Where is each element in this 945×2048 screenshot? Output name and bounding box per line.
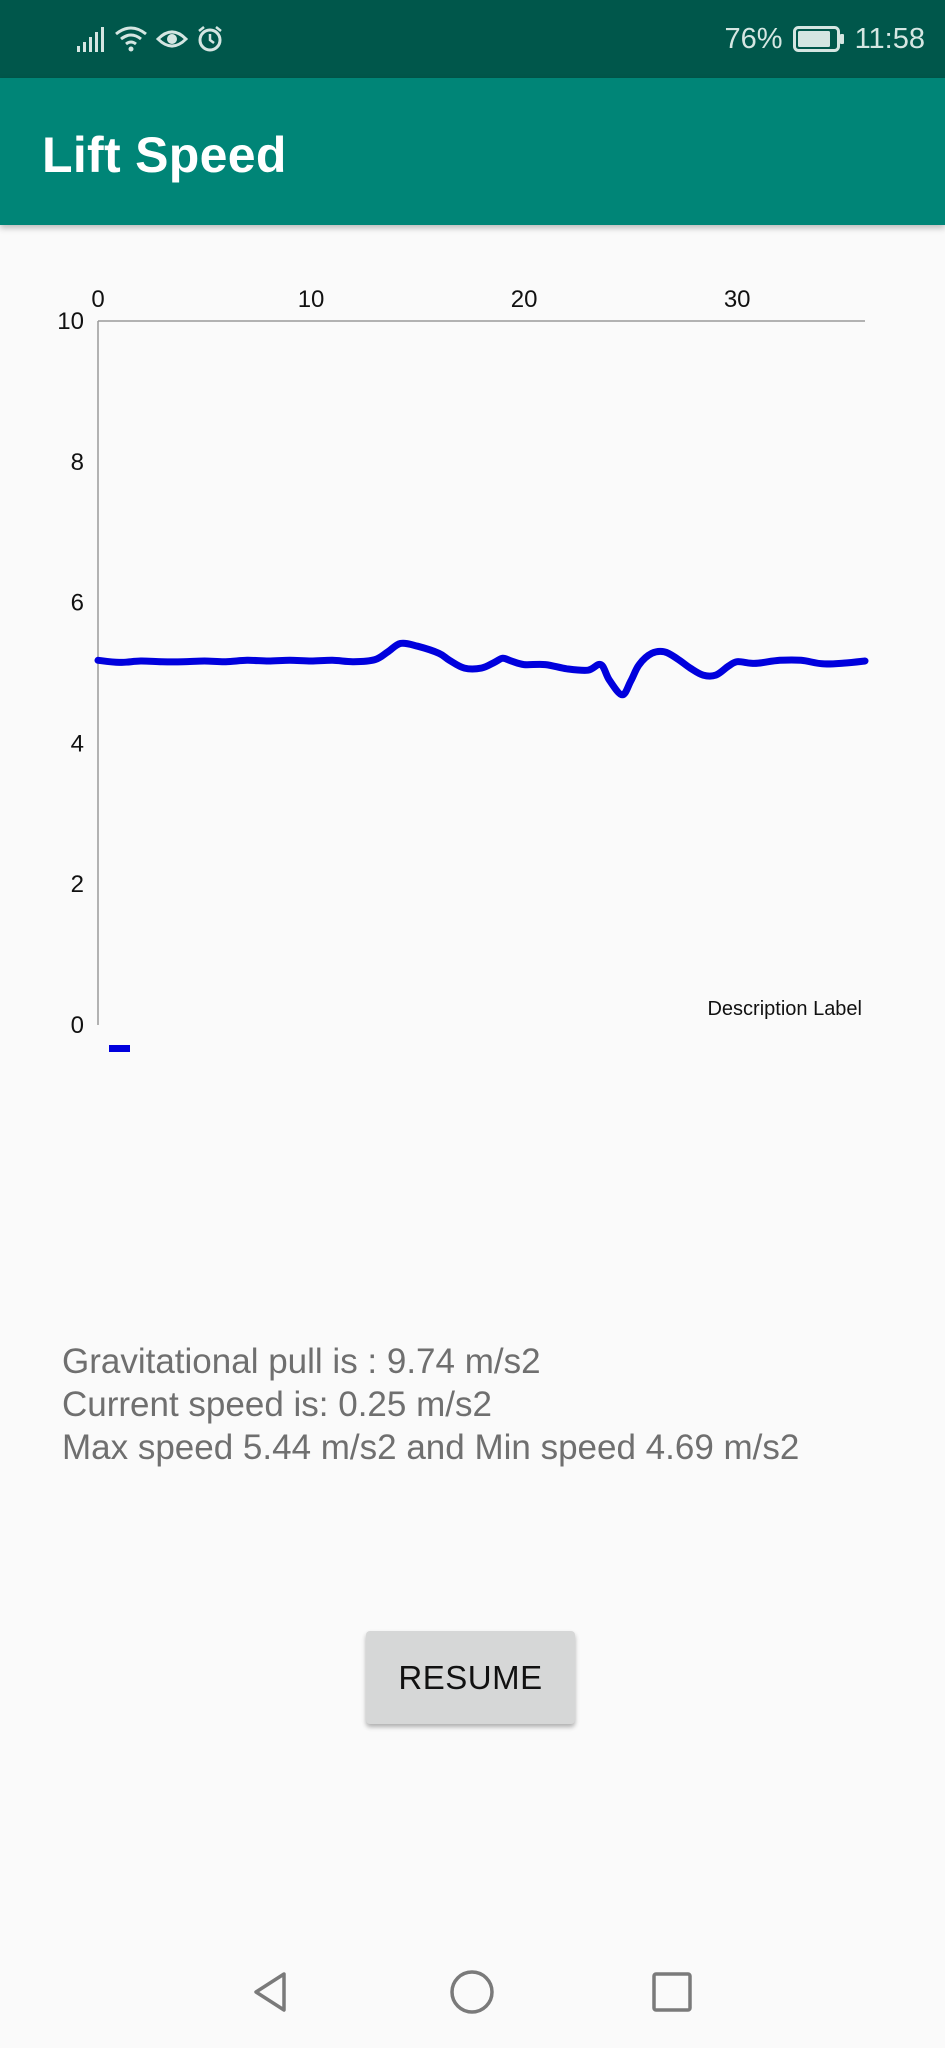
home-button[interactable]: [442, 1962, 502, 2022]
alarm-icon: [198, 26, 222, 52]
y-tick-label: 2: [71, 871, 84, 898]
resume-button[interactable]: RESUME: [366, 1631, 575, 1724]
y-tick-label: 6: [71, 590, 84, 617]
signal-icon: [77, 27, 104, 52]
x-tick-label: 30: [724, 286, 751, 313]
battery-icon: [792, 26, 844, 52]
back-button[interactable]: [240, 1962, 300, 2022]
battery-percent: 76%: [724, 22, 783, 55]
speed-series-line: [94, 639, 869, 699]
page-title: Lift Speed: [42, 127, 287, 183]
home-icon: [450, 1970, 494, 2014]
x-tick-label: 0: [91, 286, 104, 313]
wifi-icon: [115, 26, 147, 52]
gravity-text: Gravitational pull is : 9.74 m/s2: [62, 1342, 541, 1381]
y-tick-label: 10: [57, 308, 84, 335]
status-icons-left: [76, 22, 224, 56]
eye-icon: [156, 30, 188, 48]
status-right: 76% 11:58: [725, 20, 925, 58]
min-max-speed-text: Max speed 5.44 m/s2 and Min speed 4.69 m…: [62, 1428, 800, 1467]
current-speed-text: Current speed is: 0.25 m/s2: [62, 1385, 492, 1424]
recents-icon: [652, 1972, 692, 2012]
legend-swatch: [109, 1045, 130, 1052]
status-bar: 76% 11:58: [0, 0, 945, 78]
y-tick-label: 0: [71, 1012, 84, 1039]
x-tick-label: 20: [511, 286, 538, 313]
y-tick-label: 8: [71, 449, 84, 476]
app-bar: Lift Speed: [0, 78, 945, 225]
back-icon: [254, 1972, 286, 2012]
recents-button[interactable]: [642, 1962, 702, 2022]
y-tick-label: 4: [71, 730, 84, 757]
chart-description-label: Description Label: [707, 998, 862, 1020]
speed-chart: 0 10 20 30 0 2 4 6 8 10 Description Label: [57, 286, 869, 1052]
clock: 11:58: [854, 22, 925, 55]
info-panel: Gravitational pull is : 9.74 m/s2 Curren…: [62, 1340, 799, 1469]
x-tick-label: 10: [298, 286, 325, 313]
navigation-bar: [0, 1936, 945, 2048]
